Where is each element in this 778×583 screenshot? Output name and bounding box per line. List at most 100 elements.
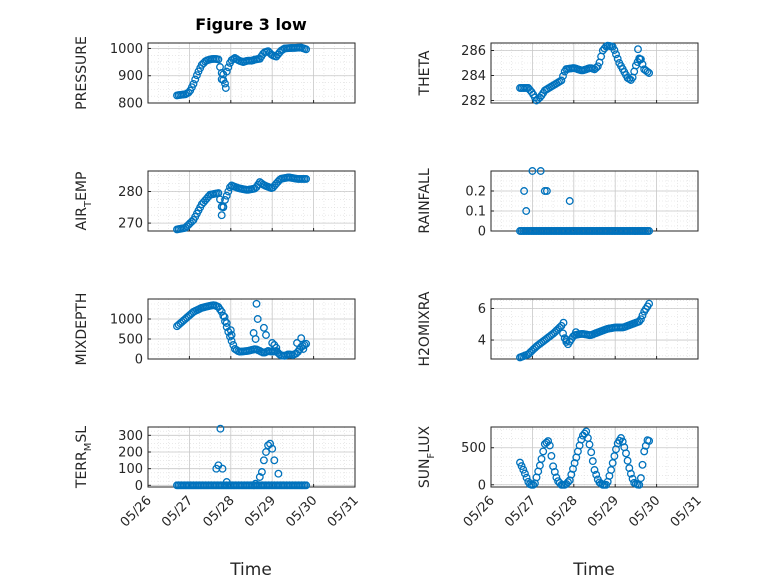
data-point <box>522 473 531 482</box>
data-point <box>259 456 268 465</box>
data-point <box>634 45 642 54</box>
data-point <box>217 75 226 84</box>
data-point <box>562 336 571 345</box>
y-tick-label: 800 <box>118 97 143 112</box>
data-point <box>259 323 268 332</box>
y-tick-label: 900 <box>118 69 143 84</box>
y-tick-label: 0 <box>478 225 486 240</box>
axes-frame <box>147 298 356 360</box>
data-point <box>192 71 201 80</box>
y-tick-label: 200 <box>118 446 143 461</box>
data-point <box>252 299 261 308</box>
data-point <box>216 424 225 433</box>
data-point <box>587 448 596 457</box>
data-point <box>638 460 647 469</box>
data-point <box>607 466 616 474</box>
y-tick-label: 500 <box>118 333 143 348</box>
data-point <box>529 480 538 489</box>
y-axis-label: SUNFLUX <box>417 425 437 488</box>
y-tick-label: 0 <box>135 353 143 368</box>
data-point <box>645 227 654 235</box>
data-point <box>302 45 311 54</box>
x-axis-label-left: Time <box>229 560 272 580</box>
y-tick-label: 0 <box>135 479 143 494</box>
x-tick-label: 05/29 <box>585 493 622 530</box>
data-point <box>613 54 622 63</box>
data-point <box>645 299 654 308</box>
y-tick-label: 284 <box>461 69 486 84</box>
data-point <box>257 468 266 476</box>
data-point <box>519 465 528 474</box>
data-point <box>564 478 572 487</box>
subplot-h2omixra: 4 6 H2OMIXRA <box>417 291 699 367</box>
y-tick-label: 1000 <box>110 42 143 57</box>
data-point <box>612 50 620 59</box>
data-point <box>645 436 654 445</box>
data-point <box>219 70 228 79</box>
y-tick-label: 1000 <box>110 313 143 328</box>
y-tick-label: 4 <box>478 334 486 349</box>
data-point <box>585 440 594 449</box>
y-axis-label: MIXDEPTH <box>74 293 90 366</box>
data-point <box>588 457 597 466</box>
data-point <box>545 441 554 450</box>
data-point <box>219 203 228 212</box>
x-tick-label: 05/29 <box>242 493 279 530</box>
data-point <box>559 329 567 338</box>
data-point <box>539 447 548 456</box>
axes-frame <box>147 170 356 232</box>
data-point <box>253 315 262 323</box>
data-point <box>268 339 277 347</box>
data-point <box>218 464 227 473</box>
data-point <box>251 335 260 343</box>
data-point <box>262 331 270 339</box>
y-tick-label: 270 <box>118 217 143 232</box>
data-point <box>536 167 545 175</box>
data-point <box>626 469 635 478</box>
data-point <box>592 470 601 479</box>
data-point <box>544 437 553 446</box>
data-point <box>217 211 226 220</box>
y-tick-label: 300 <box>118 429 143 444</box>
data-point <box>636 474 645 483</box>
data-point <box>528 167 537 175</box>
x-tick-label: 05/30 <box>626 493 663 530</box>
data-point <box>300 340 309 349</box>
y-tick-label: 0.2 <box>465 185 486 200</box>
data-point <box>191 75 200 84</box>
x-tick-label: 05/27 <box>159 493 196 530</box>
y-axis-label: H2OMIXRA <box>417 291 433 366</box>
data-point <box>268 444 277 453</box>
data-point <box>520 187 529 195</box>
data-point <box>610 46 619 54</box>
data-point <box>622 449 630 458</box>
subplot-rainfall: 0 0.1 0.2 RAINFALL <box>417 167 699 240</box>
y-tick-label: 500 <box>461 441 486 456</box>
y-tick-label: 280 <box>118 185 143 200</box>
data-point <box>555 323 564 332</box>
x-tick-label: 05/26 <box>461 493 498 530</box>
data-point <box>222 478 231 486</box>
subplot-sun-flux: 0 500 05/26 05/27 05/28 05/29 05/30 05/31 SUNFLU… <box>417 425 705 530</box>
subplot-pressure: 800 900 1000 PRESSURE <box>74 36 356 112</box>
data-point <box>537 454 546 463</box>
data-point <box>216 195 224 204</box>
data-point <box>302 174 311 183</box>
data-point <box>623 456 632 465</box>
x-tick-label: 05/26 <box>118 493 155 530</box>
axes-frame <box>147 42 356 104</box>
data-point <box>559 318 568 327</box>
y-tick-label: 6 <box>478 302 486 317</box>
data-point <box>221 195 229 204</box>
data-point <box>227 331 236 339</box>
data-point <box>272 343 281 352</box>
data-point <box>226 326 235 335</box>
chart-title: Figure 3 low <box>195 15 307 34</box>
data-point <box>266 439 275 448</box>
x-tick-label: 05/28 <box>544 493 581 530</box>
data-point <box>590 466 599 474</box>
data-point <box>221 84 230 92</box>
y-tick-label: 286 <box>461 44 486 59</box>
data-point <box>224 63 233 72</box>
